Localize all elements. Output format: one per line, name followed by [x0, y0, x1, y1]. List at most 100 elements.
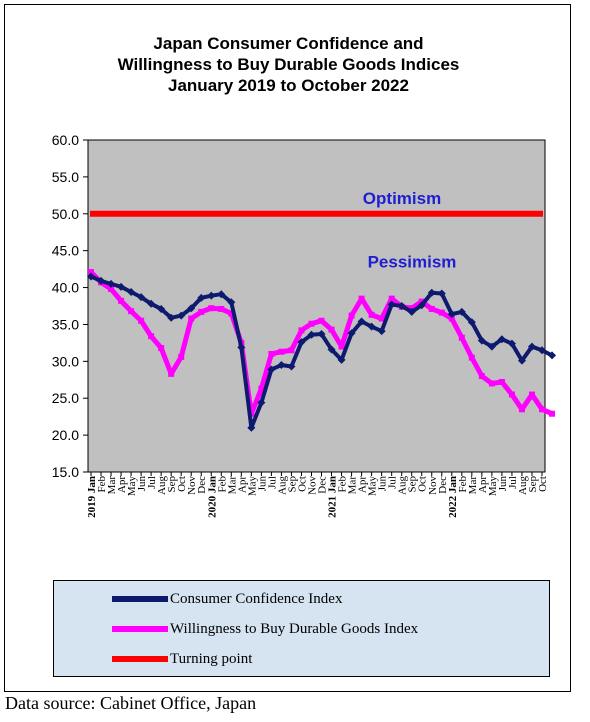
x-tick-label: Apr	[116, 476, 128, 493]
legend-label-turning-point: Turning point	[170, 650, 253, 667]
consumer-confidence-series-point	[297, 338, 306, 347]
consumer-confidence-series-point	[327, 345, 336, 354]
consumer-confidence-series-point	[407, 307, 416, 316]
willingness-series-point	[358, 295, 365, 302]
consumer-confidence-series-point	[277, 361, 286, 370]
x-tick-label: May	[487, 476, 499, 497]
consumer-confidence-series-point	[127, 287, 136, 296]
x-tick-label: Sep	[166, 476, 178, 493]
plot-area	[87, 139, 546, 473]
x-tick-label: Oct	[537, 476, 549, 492]
willingness-series-point	[388, 295, 395, 302]
x-tick-label: Jul	[266, 476, 278, 489]
consumer-confidence-series-point	[367, 322, 376, 331]
x-tick-label: Jun	[377, 476, 389, 492]
willingness-series-point	[549, 410, 556, 417]
y-tick-label: 40.0	[52, 280, 79, 296]
consumer-confidence-series-point	[207, 291, 216, 300]
consumer-confidence-series-point	[357, 317, 366, 326]
x-tick-label: Dec	[437, 476, 449, 494]
chart-title-line-2: Willingness to Buy Durable Goods Indices	[117, 55, 460, 74]
willingness-series-point	[328, 326, 335, 333]
x-tick-label: Nov	[306, 476, 318, 495]
x-tick-label: May	[126, 476, 138, 497]
consumer-confidence-series-point	[217, 290, 226, 299]
y-tick-label: 45.0	[52, 243, 79, 259]
consumer-confidence-series-point	[107, 279, 116, 288]
legend-label-consumer-confidence: Consumer Confidence Index	[170, 590, 343, 607]
consumer-confidence-series-point	[287, 362, 296, 371]
legend-swatch-consumer-confidence	[112, 596, 168, 602]
x-tick-label: Aug	[517, 476, 529, 495]
willingness-series-point	[158, 345, 165, 352]
consumer-confidence-series-point	[237, 343, 246, 352]
x-tick-label: Aug	[276, 476, 288, 495]
willingness-series-point	[228, 310, 235, 317]
consumer-confidence-series-point	[427, 288, 436, 297]
consumer-confidence-series-point	[417, 301, 426, 310]
consumer-confidence-series-point	[227, 298, 236, 307]
consumer-confidence-series-point	[497, 335, 506, 344]
consumer-confidence-series-point	[507, 339, 516, 348]
x-tick-label: Mar	[347, 476, 359, 495]
willingness-series-point	[438, 309, 445, 316]
x-tick-label: Jul	[146, 476, 158, 489]
chart-title-line-1: Japan Consumer Confidence and	[153, 34, 424, 53]
y-tick-label: 15.0	[52, 464, 79, 480]
x-tick-label: Feb	[337, 476, 349, 493]
x-tick-label: Dec	[196, 476, 208, 494]
consumer-confidence-series-point	[527, 342, 536, 351]
consumer-confidence-series-point	[387, 300, 396, 309]
consumer-confidence-series-point	[447, 310, 456, 319]
x-tick-label: Mar	[226, 476, 238, 495]
legend-swatch-turning-point	[112, 656, 168, 662]
x-tick-label: Jun	[136, 476, 148, 492]
willingness-series-point	[508, 391, 515, 398]
consumer-confidence-series-point	[267, 365, 276, 374]
consumer-confidence-series-point	[317, 330, 326, 339]
willingness-series-point	[118, 297, 125, 304]
x-tick-label: Jun	[497, 476, 509, 492]
willingness-series-point	[488, 380, 495, 387]
consumer-confidence-series-point	[538, 346, 546, 355]
x-tick-label: Sep	[407, 476, 419, 493]
x-tick-label: Sep	[286, 476, 298, 493]
willingness-series-point	[208, 305, 215, 312]
willingness-series-point	[278, 348, 285, 355]
consumer-confidence-series-point	[177, 311, 186, 320]
consumer-confidence-series-point	[147, 299, 156, 308]
willingness-series-point	[218, 305, 225, 312]
x-tick-label: May	[367, 476, 379, 497]
legend-swatch-willingness	[112, 626, 168, 632]
chart-legend: Consumer Confidence Index Willingness to…	[53, 580, 550, 677]
x-tick-label: Jun	[256, 476, 268, 492]
willingness-series-point	[308, 320, 315, 327]
willingness-series-point	[378, 315, 385, 322]
x-tick-label: Oct	[417, 476, 429, 492]
x-tick-label: 2019 Jan	[86, 476, 98, 518]
willingness-series-point	[128, 308, 135, 315]
x-tick-label: May	[246, 476, 258, 497]
y-tick-label: 50.0	[52, 206, 79, 222]
x-tick-label: Feb	[216, 476, 228, 493]
willingness-series-point	[198, 308, 205, 315]
consumer-confidence-series-point	[437, 289, 446, 298]
legend-item-willingness: Willingness to Buy Durable Goods Index	[112, 617, 418, 641]
consumer-confidence-series-point	[467, 318, 476, 327]
x-tick-label: Nov	[186, 476, 198, 495]
consumer-confidence-series-point	[197, 293, 206, 302]
consumer-confidence-series-point	[487, 342, 496, 351]
consumer-confidence-series-point	[337, 355, 346, 364]
willingness-series-point	[368, 311, 375, 318]
y-tick-label: 35.0	[52, 316, 79, 332]
x-tick-label: Feb	[457, 476, 469, 493]
x-tick-label: Apr	[357, 476, 369, 493]
x-tick-label: Sep	[527, 476, 539, 493]
willingness-series-point	[138, 317, 145, 324]
x-tick-label: Mar	[467, 476, 479, 495]
y-tick-label: 55.0	[52, 169, 79, 185]
willingness-series-point	[458, 334, 465, 341]
y-tick-label: 20.0	[52, 427, 79, 443]
willingness-series-point	[318, 317, 325, 324]
